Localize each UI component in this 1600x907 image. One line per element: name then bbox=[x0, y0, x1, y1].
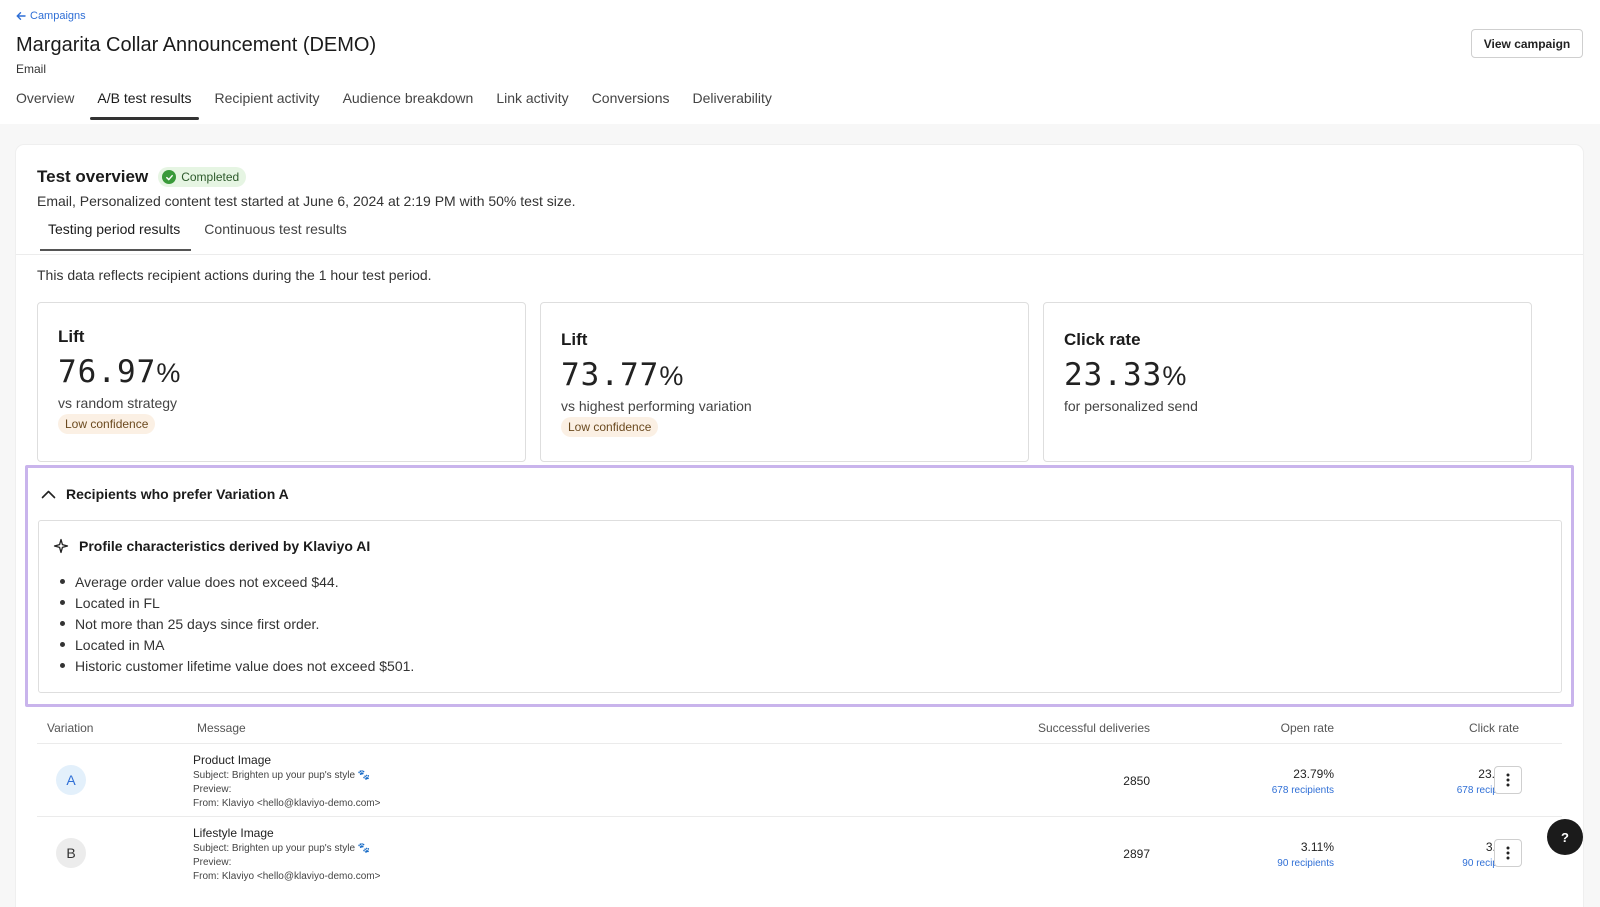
message-name: Lifestyle Image bbox=[193, 826, 274, 840]
stat-card-lift-highest: Lift 73.77% vs highest performing variat… bbox=[540, 302, 1029, 462]
variation-avatar: B bbox=[56, 838, 86, 868]
stat-number: 76.97 bbox=[58, 354, 157, 390]
kebab-icon bbox=[1506, 846, 1510, 860]
back-link-label: Campaigns bbox=[30, 10, 86, 22]
tab-deliverability[interactable]: Deliverability bbox=[692, 90, 772, 106]
tab-ab-test-results[interactable]: A/B test results bbox=[90, 88, 199, 122]
click-recipients-link[interactable]: 90 recipients bbox=[1462, 858, 1519, 869]
message-cell: Product Image Subject: Brighten up your … bbox=[193, 753, 380, 809]
stat-label: Click rate bbox=[1064, 330, 1141, 349]
result-subtabs: Testing period results Continuous test r… bbox=[37, 221, 360, 251]
divider bbox=[37, 743, 1562, 744]
sparkle-icon bbox=[53, 538, 69, 554]
stat-value: 23.33% bbox=[1064, 357, 1187, 393]
list-item: Not more than 25 days since first order. bbox=[60, 613, 414, 634]
test-overview-card: Test overview Completed Email, Personali… bbox=[16, 145, 1583, 907]
column-header-variation: Variation bbox=[47, 721, 94, 735]
confidence-badge: Low confidence bbox=[561, 417, 659, 437]
message-preview: Preview: bbox=[193, 857, 232, 868]
column-header-click-rate: Click rate bbox=[1468, 721, 1519, 735]
stat-sub: vs random strategy bbox=[58, 395, 178, 411]
table-row: B Lifestyle Image Subject: Brighten up y… bbox=[16, 817, 1583, 889]
list-item: Located in MA bbox=[60, 634, 414, 655]
tab-overview[interactable]: Overview bbox=[16, 90, 75, 106]
open-rate-cell: 3.11% 90 recipients bbox=[1194, 840, 1334, 869]
ai-title: Profile characteristics derived by Klavi… bbox=[79, 538, 371, 554]
click-recipients-link[interactable]: 678 recipients bbox=[1456, 785, 1519, 796]
message-cell: Lifestyle Image Subject: Brighten up you… bbox=[193, 826, 380, 882]
tab-recipient-activity[interactable]: Recipient activity bbox=[214, 90, 320, 106]
stat-sub: for personalized send bbox=[1064, 398, 1198, 414]
ai-header: Profile characteristics derived by Klavi… bbox=[53, 538, 370, 554]
list-item: Historic customer lifetime value does no… bbox=[60, 655, 414, 676]
open-rate-value: 23.79% bbox=[1293, 767, 1334, 781]
tab-audience-breakdown[interactable]: Audience breakdown bbox=[342, 90, 474, 106]
open-rate-value: 3.11% bbox=[1300, 840, 1334, 854]
stat-sub: vs highest performing variation bbox=[561, 398, 752, 414]
deliveries-value: 2897 bbox=[1123, 847, 1150, 861]
check-circle-icon bbox=[162, 170, 177, 184]
stat-label: Lift bbox=[561, 330, 588, 349]
message-from: From: Klaviyo <hello@klaviyo-demo.com> bbox=[193, 798, 381, 809]
status-badge-label: Completed bbox=[181, 170, 240, 184]
open-recipients-link[interactable]: 678 recipients bbox=[1271, 785, 1334, 796]
message-preview: Preview: bbox=[193, 784, 232, 795]
column-header-open-rate: Open rate bbox=[1280, 721, 1334, 735]
variation-avatar: A bbox=[56, 765, 86, 795]
list-item: Average order value does not exceed $44. bbox=[60, 571, 414, 592]
stat-label: Lift bbox=[58, 327, 85, 346]
arrow-left-icon bbox=[16, 12, 26, 20]
column-header-deliveries: Successful deliveries bbox=[1037, 721, 1150, 735]
stat-value: 76.97% bbox=[58, 354, 181, 390]
test-overview-header: Test overview Completed bbox=[37, 167, 247, 187]
tab-continuous-test-results[interactable]: Continuous test results bbox=[204, 221, 347, 237]
characteristics-list: Average order value does not exceed $44.… bbox=[60, 571, 414, 676]
list-item: Located in FL bbox=[60, 592, 414, 613]
tab-conversions[interactable]: Conversions bbox=[591, 90, 670, 106]
deliveries-value: 2850 bbox=[1123, 774, 1150, 788]
divider bbox=[16, 254, 1583, 255]
test-description: Email, Personalized content test started… bbox=[37, 193, 576, 209]
message-subject: Subject: Brighten up your pup's style 🐾 bbox=[193, 770, 371, 781]
chevron-up-icon bbox=[41, 490, 56, 499]
stat-number: 73.77 bbox=[561, 357, 660, 393]
preference-toggle[interactable]: Recipients who prefer Variation A bbox=[41, 486, 289, 502]
tab-link-activity[interactable]: Link activity bbox=[496, 90, 569, 106]
message-from: From: Klaviyo <hello@klaviyo-demo.com> bbox=[193, 871, 381, 882]
view-campaign-button[interactable]: View campaign bbox=[1471, 29, 1583, 58]
ai-characteristics-box: Profile characteristics derived by Klavi… bbox=[38, 520, 1562, 693]
stat-unit: % bbox=[1162, 361, 1188, 391]
row-actions-button[interactable] bbox=[1494, 766, 1522, 794]
stat-unit: % bbox=[659, 361, 685, 391]
kebab-icon bbox=[1506, 773, 1510, 787]
stat-card-click-rate: Click rate 23.33% for personalized send bbox=[1043, 302, 1532, 462]
page-header: Campaigns Margarita Collar Announcement … bbox=[0, 0, 1600, 124]
back-link[interactable]: Campaigns bbox=[16, 10, 86, 22]
message-subject: Subject: Brighten up your pup's style 🐾 bbox=[193, 843, 371, 854]
test-overview-title: Test overview bbox=[37, 167, 149, 186]
column-header-message: Message bbox=[197, 721, 246, 735]
tab-testing-period-results[interactable]: Testing period results bbox=[37, 221, 192, 251]
open-recipients-link[interactable]: 90 recipients bbox=[1277, 858, 1334, 869]
stat-number: 23.33 bbox=[1064, 357, 1163, 393]
open-rate-cell: 23.79% 678 recipients bbox=[1194, 767, 1334, 796]
period-note: This data reflects recipient actions dur… bbox=[37, 267, 432, 283]
row-actions-button[interactable] bbox=[1494, 839, 1522, 867]
stat-card-lift-random: Lift 76.97% vs random strategy Low confi… bbox=[37, 302, 526, 462]
page-title: Margarita Collar Announcement (DEMO) bbox=[16, 34, 377, 56]
stat-value: 73.77% bbox=[561, 357, 684, 393]
divider bbox=[37, 816, 1562, 817]
table-row: A Product Image Subject: Brighten up you… bbox=[16, 744, 1583, 816]
status-badge: Completed bbox=[158, 167, 247, 187]
stat-unit: % bbox=[156, 358, 182, 388]
preference-title: Recipients who prefer Variation A bbox=[66, 486, 289, 502]
confidence-badge: Low confidence bbox=[58, 414, 156, 434]
variation-preference-panel: Recipients who prefer Variation A Profil… bbox=[25, 465, 1574, 707]
help-button[interactable]: ? bbox=[1547, 819, 1583, 855]
channel-label: Email bbox=[16, 62, 47, 76]
main-tabs: Overview A/B test results Recipient acti… bbox=[16, 88, 795, 122]
message-name: Product Image bbox=[193, 753, 272, 767]
